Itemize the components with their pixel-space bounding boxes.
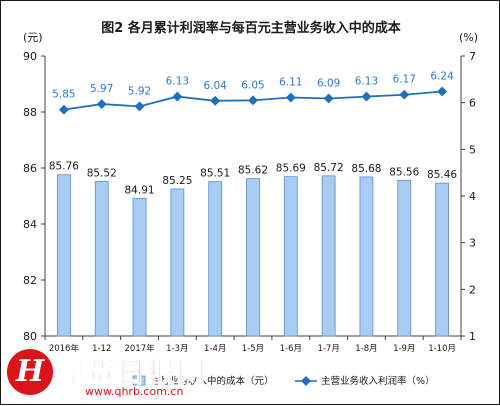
left-tick-label: 90 bbox=[23, 50, 37, 63]
line-value-label: 6.24 bbox=[430, 70, 454, 82]
bar bbox=[132, 198, 147, 337]
line-value-label: 5.97 bbox=[90, 83, 113, 95]
right-tick-label: 3 bbox=[469, 237, 476, 250]
line-point bbox=[210, 95, 221, 106]
bar-value-label: 85.46 bbox=[427, 169, 457, 181]
bar-value-label: 85.25 bbox=[162, 175, 192, 187]
line-value-label: 6.11 bbox=[279, 77, 302, 89]
x-tick-label: 1-9月 bbox=[393, 344, 415, 354]
bar bbox=[94, 181, 109, 337]
right-tick-label: 4 bbox=[469, 190, 476, 203]
line-point bbox=[399, 89, 410, 100]
line-point bbox=[248, 95, 258, 106]
watermark-name: 期货日报网 bbox=[56, 356, 208, 390]
right-tick-label: 1 bbox=[469, 330, 476, 343]
line-point bbox=[96, 99, 107, 110]
x-tick-label: 1-10月 bbox=[428, 344, 456, 354]
bar bbox=[283, 176, 298, 337]
line-point bbox=[172, 91, 183, 102]
x-tick-label: 1-12 bbox=[92, 344, 111, 354]
legend-line-label: 主营业务收入利润率（%） bbox=[321, 375, 435, 387]
bar-value-label: 85.56 bbox=[389, 166, 419, 178]
left-tick-label: 82 bbox=[23, 274, 37, 287]
watermark-logo-letter: H bbox=[15, 354, 45, 389]
bar-value-label: 85.69 bbox=[276, 163, 306, 175]
line-value-label: 5.92 bbox=[128, 85, 151, 97]
right-tick-label: 7 bbox=[469, 50, 476, 63]
x-axis-labels: 2016年 1-12 2017年 1-3月 1-4月 1-5月 1-6月 1-7月 1-8月 1-… bbox=[49, 343, 456, 354]
line-point bbox=[323, 93, 334, 104]
line-value-label: 6.09 bbox=[317, 77, 340, 89]
line-value-label: 6.17 bbox=[393, 74, 416, 86]
bar-value-label: 85.72 bbox=[314, 162, 344, 174]
legend-bar-swatch bbox=[132, 375, 146, 386]
x-tick-label: 1-6月 bbox=[280, 344, 302, 354]
bar bbox=[170, 188, 185, 337]
watermark-url: www.qhrb.com.cn bbox=[85, 385, 184, 398]
bar bbox=[57, 174, 71, 337]
right-axis-unit: (%) bbox=[459, 31, 478, 44]
legend-bar-label: 主营业务收入中的成本（元） bbox=[150, 375, 274, 387]
bar bbox=[359, 176, 374, 337]
left-tick-label: 88 bbox=[23, 106, 37, 119]
line-value-label: 6.13 bbox=[166, 76, 189, 88]
line-point bbox=[285, 92, 296, 103]
x-tick-label: 1-4月 bbox=[204, 344, 226, 354]
left-tick-label: 84 bbox=[23, 218, 37, 231]
bar-value-label: 85.76 bbox=[49, 161, 79, 173]
line-point bbox=[134, 101, 145, 112]
line-value-label: 6.05 bbox=[241, 79, 264, 91]
legend-line-marker bbox=[301, 376, 311, 386]
line-point bbox=[437, 86, 448, 97]
bar bbox=[435, 182, 449, 337]
axes: 80 82 84 86 88 90 1 2 3 4 5 6 7 bbox=[23, 50, 476, 343]
watermark: H 期货日报网 www.qhrb.com.cn bbox=[7, 347, 207, 401]
left-axis-unit: (元) bbox=[23, 31, 43, 44]
left-tick-label: 80 bbox=[23, 330, 37, 343]
bar bbox=[397, 179, 412, 337]
bar bbox=[321, 175, 336, 337]
x-tick-label: 1-5月 bbox=[242, 344, 264, 354]
right-tick-label: 2 bbox=[469, 283, 476, 296]
x-tick-label: 1-7月 bbox=[317, 344, 339, 354]
line-point bbox=[361, 91, 372, 102]
line-point bbox=[58, 104, 69, 115]
line-value-label: 6.04 bbox=[203, 80, 227, 92]
x-tick-label: 1-8月 bbox=[355, 344, 377, 354]
line-series: 5.85 5.97 5.92 6.13 6.04 6.05 6.11 6.09 6.13 6.17… bbox=[52, 70, 454, 115]
bar-value-label: 85.52 bbox=[87, 167, 117, 179]
x-tick-label: 1-3月 bbox=[166, 344, 188, 354]
bar bbox=[208, 181, 223, 337]
bar-value-label: 85.51 bbox=[200, 168, 230, 180]
line-value-label: 6.13 bbox=[355, 76, 378, 88]
x-tick-label: 2017年 bbox=[124, 343, 155, 354]
line-value-label: 5.85 bbox=[52, 89, 75, 101]
left-tick-label: 86 bbox=[23, 162, 37, 175]
chart-title: 图2 各月累计利润率与每百元主营业务收入中的成本 bbox=[101, 20, 401, 36]
watermark-logo-icon bbox=[7, 349, 53, 395]
bar-series: 85.76 85.52 84.91 85.25 85.51 85.62 85.69 85.72… bbox=[49, 161, 457, 337]
bar-value-label: 85.68 bbox=[351, 163, 381, 175]
bar-value-label: 84.91 bbox=[125, 185, 155, 197]
bar bbox=[246, 178, 260, 337]
right-tick-label: 5 bbox=[469, 143, 476, 156]
legend: 主营业务收入中的成本（元） 主营业务收入利润率（%） bbox=[132, 375, 435, 387]
bar-value-label: 85.62 bbox=[238, 165, 268, 177]
right-tick-label: 6 bbox=[469, 97, 476, 110]
x-tick-label: 2016年 bbox=[49, 343, 80, 354]
